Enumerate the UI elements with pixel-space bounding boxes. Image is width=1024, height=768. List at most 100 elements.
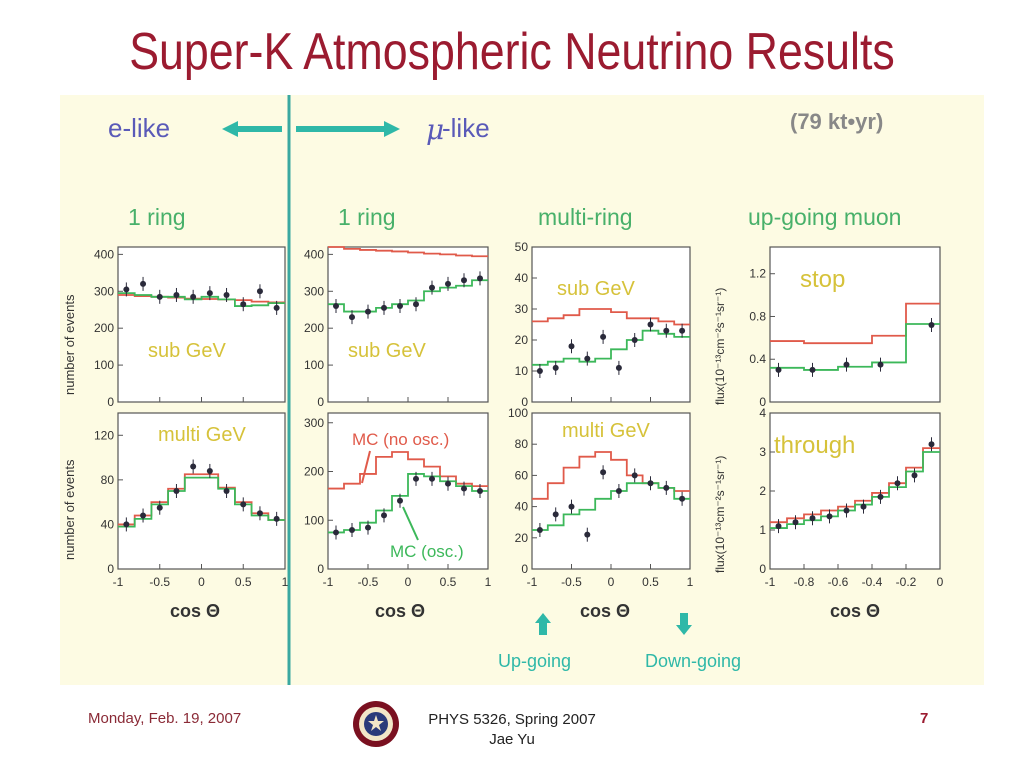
mc-no-osc-label: MC (no osc.) [352,430,449,449]
slide-title: Super-K Atmospheric Neutrino Results [129,23,895,81]
y-tick-label: 80 [515,437,529,451]
data-point [860,503,867,510]
column-title: 1 ring [128,204,186,230]
xlabel-col1: cos Θ [170,601,220,621]
ylabel-flux-bottom: flux(10⁻¹³cm⁻²s⁻¹sr⁻¹) [713,456,727,573]
data-point [461,277,467,284]
data-point [156,504,163,511]
mc-osc-histogram [770,323,940,371]
data-point [413,475,419,482]
y-tick-label: 0 [759,562,766,576]
data-point [349,527,355,533]
data-point [928,441,935,448]
data-point [584,355,591,362]
y-tick-label: 100 [304,358,324,372]
data-point [140,280,147,287]
y-tick-label: 3 [759,445,766,459]
data-point [568,343,575,350]
results-figure: e-like μ -like (79 kt•yr) 1 ring 1 ring mu… [60,95,984,685]
data-point [792,519,799,526]
figure-svg: e-like μ -like (79 kt•yr) 1 ring 1 ring mu… [62,95,944,685]
e-like-arrow [222,121,282,137]
y-tick-label: 0 [317,395,324,409]
column-title: 1 ring [338,204,396,230]
y-tick-label: 30 [515,302,529,316]
mc-osc-histogram [532,482,690,531]
data-point [240,501,247,508]
data-point [663,484,670,491]
y-tick-label: 0.8 [749,309,766,323]
y-tick-label: 50 [515,240,529,254]
data-point [349,314,355,321]
y-tick-label: 1.2 [749,267,766,281]
data-point [647,321,654,328]
y-tick-label: 40 [515,500,529,514]
x-tick-label: 1 [687,575,694,589]
data-point [809,366,816,373]
up-arrow-icon [535,613,551,635]
x-tick-label: -1 [323,575,334,589]
x-tick-label: 1 [485,575,492,589]
y-tick-label: 0 [107,562,114,576]
mu-symbol: μ [426,113,444,146]
y-tick-label: 60 [515,468,529,482]
y-tick-label: 40 [515,271,529,285]
down-arrow-icon [676,613,692,635]
data-point [631,472,638,479]
data-point [445,280,451,287]
mc-osc-histogram [532,329,690,366]
panel-label: stop [800,266,845,293]
panel-label: multi GeV [158,424,246,446]
exposure-label: (79 kt•yr) [790,109,883,134]
y-tick-label: 20 [515,531,529,545]
y-tick-label: 1 [759,523,766,537]
mc-no-osc-pointer [361,450,371,484]
ylabel-flux-top: flux(10⁻¹³cm⁻²s⁻¹sr⁻¹) [713,288,727,405]
column-title: up-going muon [748,204,901,230]
data-point [445,480,451,487]
y-tick-label: 0 [521,562,528,576]
data-point [461,485,467,492]
y-tick-label: 120 [94,428,114,442]
data-point [256,288,263,295]
y-tick-label: 0 [317,562,324,576]
data-point [333,529,339,536]
university-seal-logo [353,701,399,747]
x-tick-label: 0 [405,575,412,589]
data-point [223,488,230,494]
panel-frame [531,246,691,403]
y-tick-label: 300 [94,284,114,298]
data-point [413,301,419,308]
data-point [173,488,180,494]
y-tick-label: 20 [515,333,529,347]
y-tick-label: 80 [101,473,115,487]
x-tick-label: -0.5 [561,575,582,589]
data-point [156,293,163,300]
up-going-label: Up-going [498,651,571,671]
data-point [600,333,607,340]
xlabel-col4: cos Θ [830,601,880,621]
data-point [877,361,884,368]
data-point [663,327,670,334]
x-tick-label: 0 [608,575,615,589]
data-point [397,303,403,310]
mc-osc-histogram [328,473,488,534]
chart-panel: 1.2 0.8 0.4 0 stop [749,246,941,409]
data-point [775,366,782,373]
data-point [843,361,850,368]
y-tick-label: 400 [304,247,324,261]
mc-no-osc-histogram [532,308,690,326]
data-point [477,488,483,494]
mc-osc-histogram [328,279,488,313]
mc-no-osc-histogram [770,447,940,524]
x-tick-label: 0.5 [440,575,457,589]
data-point [928,322,935,329]
y-tick-label: 300 [304,416,324,430]
x-tick-label: -0.5 [358,575,379,589]
footer-course: PHYS 5326, Spring 2007 Jae Yu [0,710,1024,750]
x-tick-label: -0.4 [862,575,883,589]
y-tick-label: 0 [759,395,766,409]
data-point [206,467,213,474]
